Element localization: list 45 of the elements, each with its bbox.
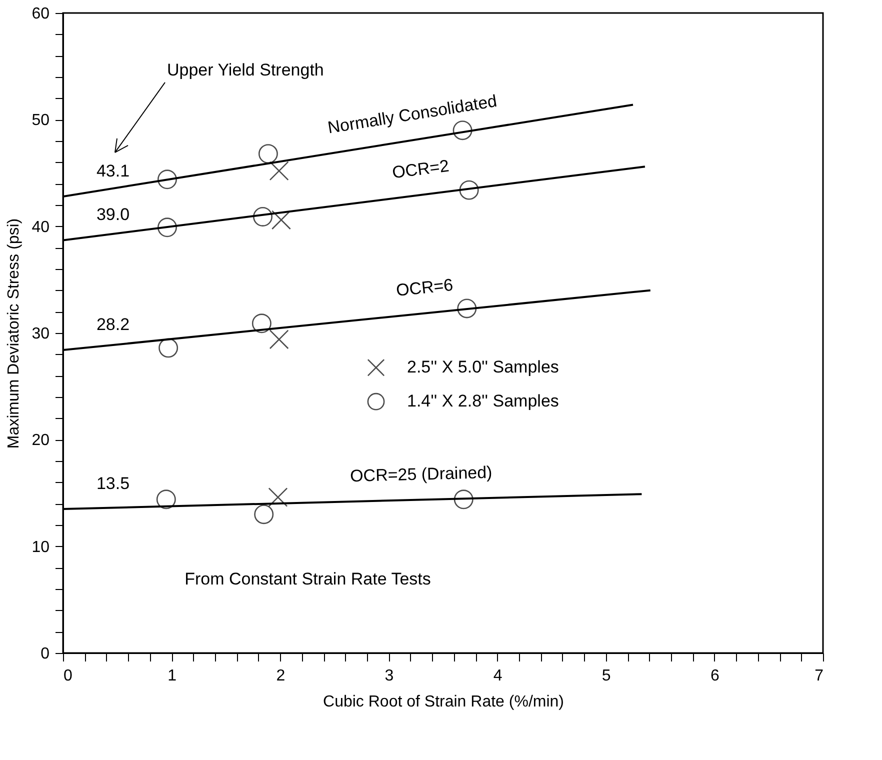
legend-label: 2.5'' X 5.0'' Samples — [407, 358, 559, 377]
annotation: From Constant Strain Rate Tests — [184, 569, 431, 588]
point — [269, 330, 289, 350]
x-tick-label: 6 — [710, 668, 720, 684]
y-axis-title: Maximum Deviatoric Stress (psi) — [6, 218, 23, 449]
text: Normally Consolidated — [326, 91, 498, 138]
y-tick-label: 30 — [32, 326, 50, 342]
annotation: 39.0 — [96, 205, 130, 224]
y-tick-label: 40 — [32, 218, 50, 236]
point — [459, 180, 479, 200]
annotation: 13.5 — [96, 474, 130, 493]
series-label: OCR=25 (Drained) — [350, 462, 492, 486]
point — [254, 504, 274, 524]
point — [252, 314, 272, 334]
point — [271, 210, 291, 230]
x-tick-label: 5 — [602, 668, 611, 684]
point — [253, 207, 273, 226]
point — [454, 490, 474, 510]
point — [452, 120, 472, 140]
annotation: 28.2 — [96, 315, 130, 334]
x-tick-label: 2 — [276, 668, 286, 684]
point — [268, 488, 288, 507]
x-axis-title: Cubic Root of Strain Rate (%/min) — [323, 694, 564, 710]
y-tick-label: 0 — [40, 646, 50, 662]
text: OCR=6 — [395, 275, 454, 300]
annotation: 43.1 — [96, 161, 130, 180]
text: OCR=2 — [391, 156, 450, 182]
y-tick-label: 50 — [32, 112, 50, 130]
x-tick-label: 4 — [493, 668, 502, 684]
y-tick-label: 60 — [32, 6, 50, 22]
point — [158, 338, 178, 358]
point — [258, 144, 278, 164]
point — [269, 161, 289, 181]
x-tick-label: 7 — [814, 668, 824, 684]
legend-label: 1.4'' X 2.8'' Samples — [407, 392, 559, 411]
x-tick-label: 3 — [384, 668, 394, 684]
y-tick-label: 10 — [32, 538, 50, 556]
x-tick-label: 0 — [64, 668, 72, 684]
y-tick-label: 20 — [32, 432, 50, 450]
point — [457, 298, 477, 318]
annotation: Upper Yield Strength — [167, 60, 324, 80]
point — [157, 218, 177, 238]
x-tick-label: 1 — [168, 668, 177, 684]
point — [156, 490, 176, 510]
point — [157, 170, 177, 190]
